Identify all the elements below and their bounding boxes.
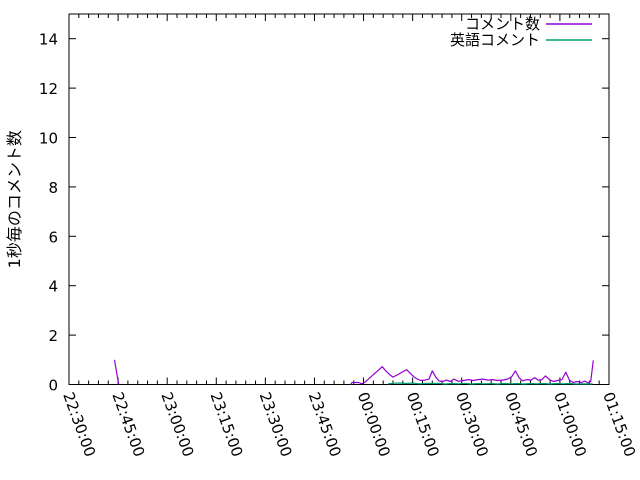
y-tick-label: 4 bbox=[48, 278, 58, 296]
x-tick-label: 23:15:00 bbox=[207, 390, 247, 459]
x-tick-label: 23:00:00 bbox=[157, 390, 197, 459]
x-tick-label: 00:45:00 bbox=[501, 390, 541, 459]
legend-label: 英語コメント bbox=[450, 31, 540, 49]
x-tick-label: 01:15:00 bbox=[599, 390, 639, 459]
y-tick-label: 14 bbox=[39, 31, 58, 49]
y-axis-title: 1秒毎のコメント数 bbox=[5, 130, 24, 268]
y-tick-label: 6 bbox=[48, 228, 58, 246]
series-line-2 bbox=[388, 382, 593, 385]
y-tick-label: 8 bbox=[48, 179, 58, 197]
y-tick-label: 0 bbox=[48, 377, 58, 395]
y-tick-label: 2 bbox=[48, 327, 58, 345]
plot-border bbox=[68, 13, 610, 385]
x-tick-label: 00:15:00 bbox=[403, 390, 443, 459]
y-tick-label: 12 bbox=[39, 80, 58, 98]
x-tick-label: 22:45:00 bbox=[108, 390, 148, 459]
x-tick-label: 01:00:00 bbox=[550, 390, 590, 459]
legend-label: コメント数 bbox=[465, 15, 540, 33]
x-tick-label: 00:00:00 bbox=[354, 390, 394, 459]
series-line-1 bbox=[113, 359, 120, 385]
y-tick-label: 10 bbox=[39, 130, 58, 148]
x-tick-label: 23:45:00 bbox=[305, 390, 345, 459]
x-tick-label: 00:30:00 bbox=[452, 390, 492, 459]
x-tick-label: 23:30:00 bbox=[256, 390, 296, 459]
x-tick-label: 22:30:00 bbox=[59, 390, 99, 459]
series-line-1 bbox=[350, 360, 594, 385]
